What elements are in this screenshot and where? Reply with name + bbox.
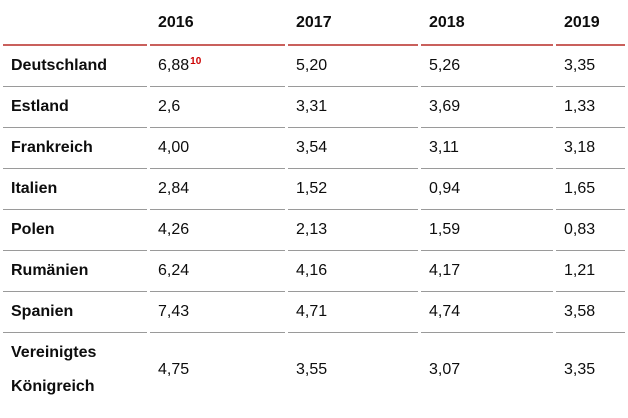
- cell-value: 4,74: [421, 292, 553, 333]
- col-header-2019: 2019: [556, 2, 625, 46]
- cell-value: 1,52: [288, 169, 418, 210]
- row-label: Polen: [3, 210, 147, 251]
- row-label: Rumänien: [3, 251, 147, 292]
- row-label: Italien: [3, 169, 147, 210]
- cell-value: 5,20: [288, 46, 418, 87]
- value-text: 6,88: [158, 57, 190, 74]
- cell-value: 3,69: [421, 87, 553, 128]
- row-label: Spanien: [3, 292, 147, 333]
- row-deutschland: Deutschland 6,8810 5,20 5,26 3,35: [3, 46, 625, 87]
- row-frankreich: Frankreich 4,00 3,54 3,11 3,18: [3, 128, 625, 169]
- cell-value: 2,6: [150, 87, 285, 128]
- cell-value: 5,26: [421, 46, 553, 87]
- cell-value: 7,43: [150, 292, 285, 333]
- cell-value: 3,18: [556, 128, 625, 169]
- cell-value: 2,13: [288, 210, 418, 251]
- col-header-2018: 2018: [421, 2, 553, 46]
- cell-value: 1,33: [556, 87, 625, 128]
- col-header-2016: 2016: [150, 2, 285, 46]
- cell-value: 1,59: [421, 210, 553, 251]
- table-body: Deutschland 6,8810 5,20 5,26 3,35 Estlan…: [3, 46, 625, 406]
- row-estland: Estland 2,6 3,31 3,69 1,33: [3, 87, 625, 128]
- row-label: Estland: [3, 87, 147, 128]
- cell-value: 4,75: [158, 360, 190, 378]
- cell-value: 3,58: [556, 292, 625, 333]
- row-label: Frankreich: [3, 128, 147, 169]
- row-vereinigtes-koenigreich: Vereinigtes Königreich 4,75 3,55 3,07 3,…: [3, 333, 625, 406]
- table-header: 2016 2017 2018 2019: [3, 2, 625, 46]
- cell-value: 0,94: [421, 169, 553, 210]
- cell-value: 3,07: [429, 360, 461, 378]
- country-year-table: 2016 2017 2018 2019 Deutschland 6,8810 5…: [0, 2, 628, 406]
- cell-value: 3,31: [288, 87, 418, 128]
- col-header-2017: 2017: [288, 2, 418, 46]
- row-rumaenien: Rumänien 6,24 4,16 4,17 1,21: [3, 251, 625, 292]
- cell-value: 4,71: [288, 292, 418, 333]
- cell-value: 6,24: [150, 251, 285, 292]
- row-label: Deutschland: [3, 46, 147, 87]
- row-label: Vereinigtes Königreich: [11, 343, 97, 395]
- cell-value: 4,17: [421, 251, 553, 292]
- cell-value: 1,21: [556, 251, 625, 292]
- cell-value: 1,65: [556, 169, 625, 210]
- cell-value: 4,00: [150, 128, 285, 169]
- cell-value: 4,16: [288, 251, 418, 292]
- cell-value: 2,84: [150, 169, 285, 210]
- header-row: 2016 2017 2018 2019: [3, 2, 625, 46]
- row-italien: Italien 2,84 1,52 0,94 1,65: [3, 169, 625, 210]
- cell-value: 3,35: [556, 46, 625, 87]
- cell-value: 3,35: [564, 360, 596, 378]
- footnote-marker: 10: [190, 55, 202, 67]
- cell-value: 6,8810: [150, 46, 285, 87]
- cell-value: 3,11: [421, 128, 553, 169]
- corner-cell: [3, 2, 147, 46]
- row-polen: Polen 4,26 2,13 1,59 0,83: [3, 210, 625, 251]
- cell-value: 3,55: [296, 360, 328, 378]
- cell-value: 0,83: [556, 210, 625, 251]
- row-spanien: Spanien 7,43 4,71 4,74 3,58: [3, 292, 625, 333]
- cell-value: 4,26: [150, 210, 285, 251]
- cell-value: 3,54: [288, 128, 418, 169]
